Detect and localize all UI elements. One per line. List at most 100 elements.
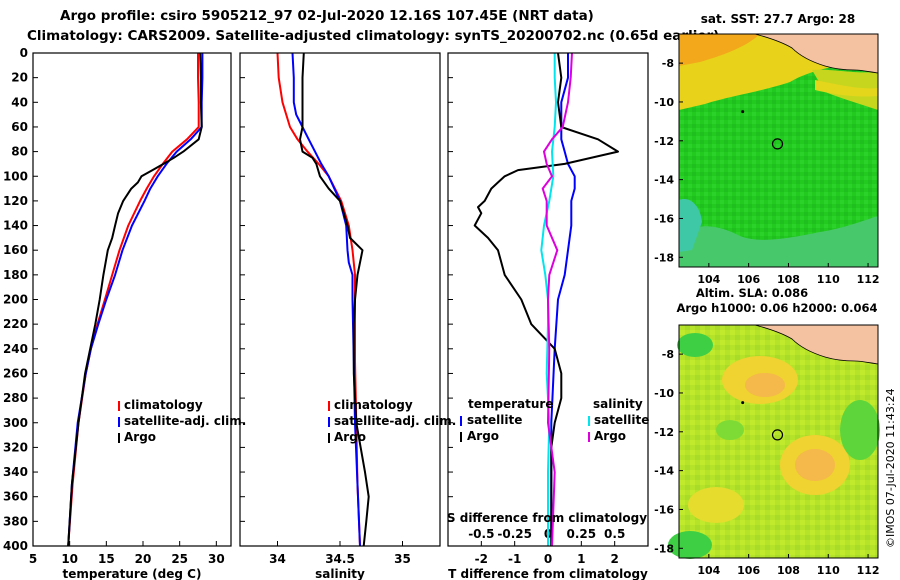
series-line-argo xyxy=(299,52,370,547)
temperature-series xyxy=(67,52,204,547)
sla-map-title-1: Altim. SLA: 0.086 xyxy=(696,286,808,300)
legend-temperature-title: temperature xyxy=(468,397,553,411)
difference-series xyxy=(473,52,619,547)
depth-tick-label: 280 xyxy=(3,391,28,405)
sla-low-2 xyxy=(668,531,712,559)
sst-cool-patch xyxy=(679,216,878,267)
legend-climatology-label: climatology xyxy=(334,398,413,412)
sla-map-title-2: Argo h1000: 0.06 h2000: 0.064 xyxy=(676,301,877,315)
depth-tick-label: 400 xyxy=(3,539,28,553)
legend-salinity-title: salinity xyxy=(593,397,643,411)
sla-map: Altim. SLA: 0.086 Argo h1000: 0.06 h2000… xyxy=(654,286,880,577)
series-line-satellite-adj-clim- xyxy=(67,53,204,547)
depth-tick-label: 100 xyxy=(3,169,28,183)
argo-float-marker xyxy=(771,138,784,150)
depth-tick-label: 60 xyxy=(11,120,28,134)
x-tick-label: 20 xyxy=(135,552,152,566)
lon-tick-label: 108 xyxy=(777,564,800,577)
lat-tick-label: -18 xyxy=(654,251,674,264)
sla-high-2-core xyxy=(795,449,835,481)
t-diff-tick-label: -2 xyxy=(475,552,488,566)
sla-low-4 xyxy=(716,420,744,440)
title-line-1: Argo profile: csiro 5905212_97 02-Jul-20… xyxy=(60,8,594,24)
argo-float-marker xyxy=(771,429,784,441)
depth-tick-label: 0 xyxy=(20,46,28,60)
depth-tick-label: 300 xyxy=(3,416,28,430)
sst-lat-ticks: -8 -10 -12 -14 -16 -18 xyxy=(654,57,683,264)
series-line-temperature-satellite xyxy=(550,53,576,546)
series-line-argo xyxy=(67,52,203,547)
legend-temp-argo-label: Argo xyxy=(467,429,499,443)
depth-tick-label: 180 xyxy=(3,268,28,282)
depth-tick-label: 80 xyxy=(11,145,28,159)
x-tick-label: 34.5 xyxy=(325,552,355,566)
x-tick-label: 35 xyxy=(394,552,411,566)
lon-tick-label: 110 xyxy=(817,273,840,286)
legend-satellite-label: satellite-adj. clim. xyxy=(124,414,246,428)
legend-sal-argo-label: Argo xyxy=(594,429,626,443)
temperature-axis-ticks: 5 10 15 20 25 30 xyxy=(29,541,225,566)
lat-tick-label: -10 xyxy=(654,96,674,109)
sla-low-1 xyxy=(677,333,713,357)
t-diff-tick-label: 0 xyxy=(544,552,552,566)
sst-lon-ticks: 104 106 108 110 112 xyxy=(697,263,880,286)
sst-land xyxy=(754,33,879,74)
imos-credit: ©IMOS 07-Jul-2020 11:43:24 xyxy=(884,388,897,548)
salinity-panel: 34 34.5 35 salinity climatology satellite-… xyxy=(239,52,456,580)
t-diff-tick-label: 2 xyxy=(610,552,618,566)
lat-tick-label: -12 xyxy=(654,426,674,439)
legend-climatology-label: climatology xyxy=(124,398,203,412)
depth-tick-label: 360 xyxy=(3,490,28,504)
title-line-2: Climatology: CARS2009. Satellite-adjuste… xyxy=(27,28,719,44)
depth-tick-label: 200 xyxy=(3,293,28,307)
salinity-series xyxy=(276,52,370,547)
sla-map-frame xyxy=(678,324,879,559)
temperature-plot-frame xyxy=(32,52,232,547)
lat-tick-label: -18 xyxy=(654,542,674,555)
s-diff-tick-label: 0.25 xyxy=(567,527,597,541)
lat-tick-label: -14 xyxy=(654,174,674,187)
temperature-legend: climatology satellite-adj. clim. Argo xyxy=(118,398,246,444)
depth-tick-label: 320 xyxy=(3,440,28,454)
series-line-salinity-argo xyxy=(541,52,573,547)
sla-low-3 xyxy=(840,400,880,460)
salinity-legend: climatology satellite-adj. clim. Argo xyxy=(328,398,456,444)
x-tick-label: 10 xyxy=(61,552,78,566)
island-marker xyxy=(741,401,745,405)
depth-tick-label: 260 xyxy=(3,366,28,380)
depth-tick-label: 120 xyxy=(3,194,28,208)
legend-argo-label: Argo xyxy=(334,430,366,444)
lon-tick-label: 106 xyxy=(737,564,760,577)
depth-tick-label: 40 xyxy=(11,95,28,109)
sst-yellow-east xyxy=(815,80,878,97)
sst-map-frame xyxy=(678,33,879,268)
depth-tick-label: 160 xyxy=(3,243,28,257)
depth-axis-ticks: 0 20 40 60 80 100 120 140 160 180 200 220 240 260 280 3… xyxy=(3,46,453,553)
x-tick-label: 30 xyxy=(208,552,225,566)
sst-map-title: sat. SST: 27.7 Argo: 28 xyxy=(701,12,855,26)
lon-tick-label: 112 xyxy=(857,564,880,577)
s-diff-tick-label: -0.25 xyxy=(497,527,532,541)
salinity-plot-frame xyxy=(239,52,441,547)
lon-tick-label: 110 xyxy=(817,564,840,577)
salinity-axis-ticks: 34 34.5 35 xyxy=(269,541,411,566)
temperature-xlabel: temperature (deg C) xyxy=(63,567,202,580)
difference-panel: -2 -1 0 1 2-0.5 -0.25 0 0.25 0.5 T difference fr… xyxy=(447,52,649,580)
x-tick-label: 34 xyxy=(269,552,286,566)
lat-tick-label: -8 xyxy=(662,57,674,70)
sst-map: sat. SST: 27.7 Argo: 28 104 106 108 110 112 … xyxy=(654,12,879,286)
lat-tick-label: -16 xyxy=(654,503,674,516)
sst-cool-patch-2 xyxy=(679,199,702,252)
depth-tick-label: 380 xyxy=(3,514,28,528)
lon-tick-label: 104 xyxy=(697,564,720,577)
series-line-temperature-argo xyxy=(473,52,619,546)
x-tick-label: 25 xyxy=(171,552,188,566)
lat-tick-label: -16 xyxy=(654,212,674,225)
difference-legend: temperature salinity satellite Argo sate… xyxy=(460,397,649,443)
salinity-xlabel: salinity xyxy=(315,567,365,580)
lon-tick-label: 106 xyxy=(737,273,760,286)
series-line-climatology xyxy=(276,52,361,547)
depth-tick-label: 340 xyxy=(3,465,28,479)
x-tick-label: 5 xyxy=(29,552,37,566)
salinity-difference-label: S difference from climatology xyxy=(447,511,647,525)
